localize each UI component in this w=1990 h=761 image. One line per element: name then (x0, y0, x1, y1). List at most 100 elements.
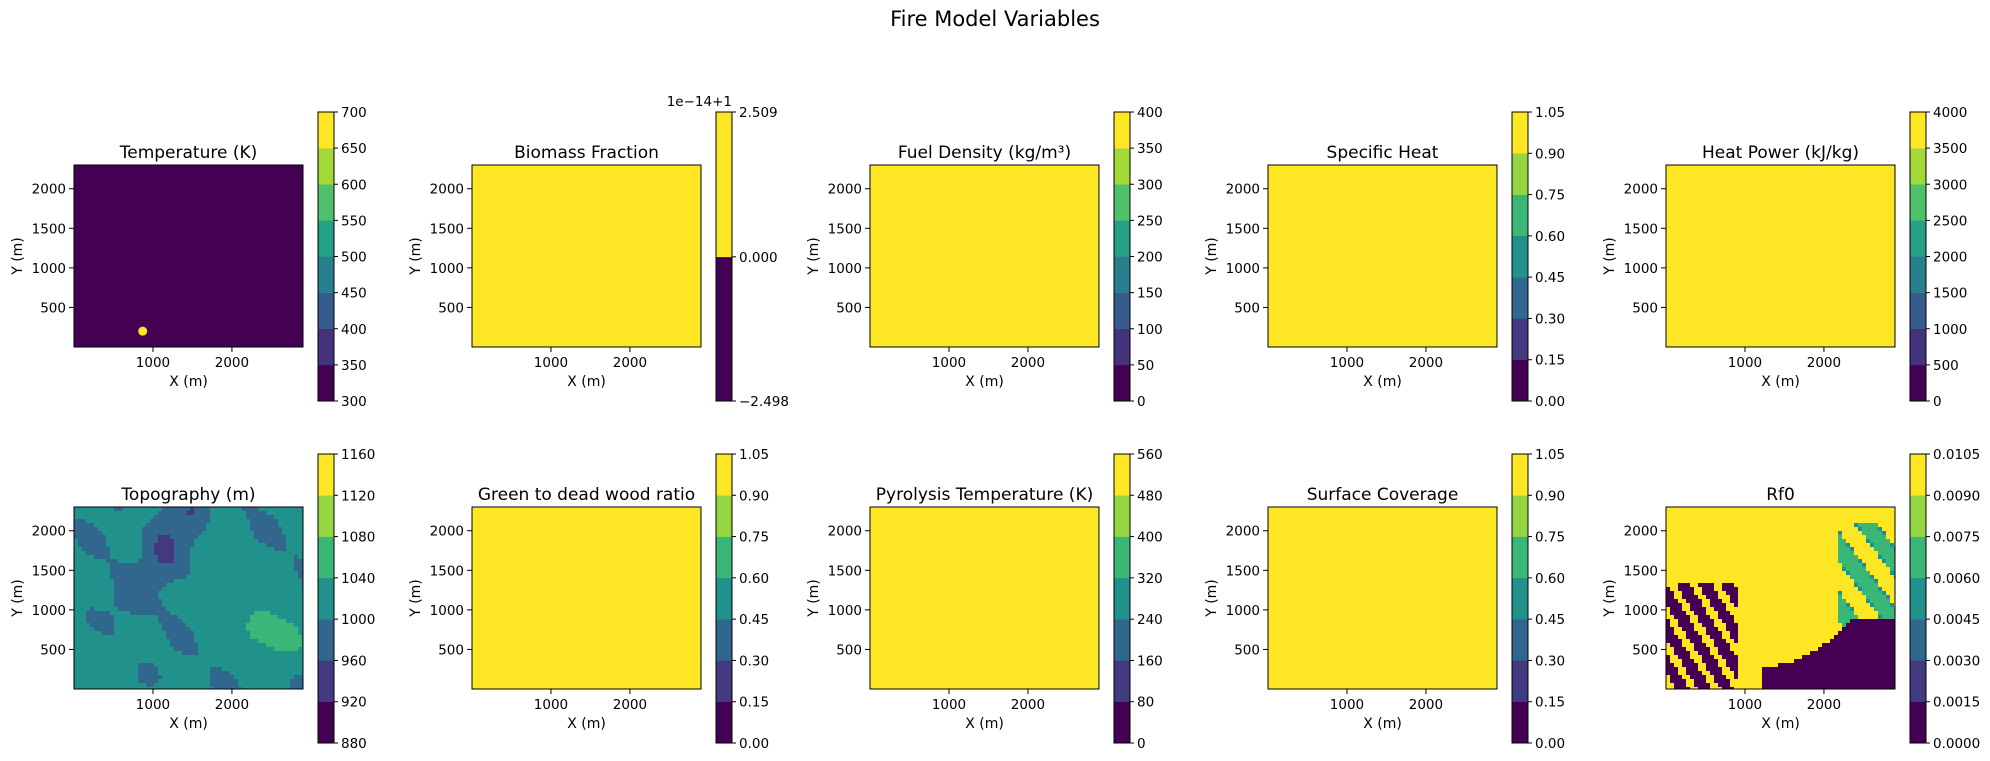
colorbar-tick-label: 880 (341, 736, 367, 752)
colorbar-band (318, 454, 334, 496)
field-fill (870, 165, 1099, 347)
colorbar-tick-label: 1160 (341, 447, 375, 463)
x-tick-label: 2000 (1409, 697, 1443, 713)
y-tick-label: 500 (1234, 300, 1260, 316)
colorbar-band (1910, 536, 1926, 579)
field-fill (1268, 507, 1497, 689)
colorbar-band (318, 292, 334, 330)
subplot-title: Green to dead wood ratio (478, 485, 695, 505)
colorbar: 300 350 400 450 500 550 600 650 700 (317, 105, 367, 410)
colorbar: 0.00 0.15 0.30 0.45 0.60 0.75 0.90 1.05 (715, 447, 769, 752)
colorbar-band (1910, 619, 1926, 661)
colorbar-band (1910, 328, 1926, 366)
colorbar-band (1114, 364, 1130, 402)
colorbar-band (1512, 577, 1528, 620)
colorbar-band (318, 220, 334, 257)
colorbar-tick-label: 400 (341, 322, 367, 338)
colorbar-band (1910, 256, 1926, 293)
y-tick-label: 1000 (1226, 261, 1260, 277)
y-tick-label: 500 (40, 300, 66, 316)
y-tick-label: 2000 (1624, 524, 1658, 540)
colorbar-tick-label: 0.0045 (1933, 612, 1980, 628)
colorbar-tick-label: 500 (341, 250, 367, 266)
field-fill (1268, 165, 1497, 347)
colorbar: 0 50 100 150 200 250 300 350 400 (1113, 105, 1163, 410)
colorbar-tick-label: 300 (1137, 177, 1163, 193)
colorbar-tick-label: 1000 (341, 612, 375, 628)
colorbar-band (716, 495, 732, 537)
y-tick-label: 1000 (32, 603, 66, 619)
colorbar-band (1114, 292, 1130, 330)
colorbar-tick-label: 0.45 (1535, 270, 1565, 286)
colorbar-tick-label: 0.30 (739, 653, 769, 669)
colorbar-tick-label: 3500 (1933, 141, 1967, 157)
colorbar-tick-label: 0 (1137, 394, 1146, 410)
colorbar-band (1114, 701, 1130, 744)
subplot-title: Heat Power (kJ/kg) (1702, 143, 1859, 163)
colorbar-band (1512, 495, 1528, 537)
colorbar-tick-label: 700 (341, 105, 367, 121)
x-axis-label: X (m) (169, 716, 208, 732)
colorbar: 0 80 160 240 320 400 480 560 (1113, 447, 1163, 752)
y-tick-label: 500 (1234, 642, 1260, 658)
y-tick-label: 1000 (828, 261, 862, 277)
colorbar-tick-label: 0.15 (739, 695, 769, 711)
colorbar-band (1910, 454, 1926, 496)
y-tick-label: 1500 (32, 563, 66, 579)
x-tick-label: 2000 (1807, 355, 1841, 371)
colorbar-tick-label: 2000 (1933, 250, 1967, 266)
field-contours (1666, 507, 1896, 690)
y-tick-label: 1500 (430, 563, 464, 579)
y-tick-label: 2000 (828, 524, 862, 540)
y-tick-label: 1000 (828, 603, 862, 619)
colorbar-band (318, 256, 334, 293)
x-axis-label: X (m) (567, 374, 606, 390)
plot-frame (471, 506, 702, 690)
y-axis-label: Y (m) (408, 579, 424, 618)
y-tick-label: 2000 (32, 524, 66, 540)
colorbar-tick-label: 0.75 (1535, 530, 1565, 546)
colorbar-offset-label: 1e−14+1 (667, 94, 732, 110)
x-tick-label: 1000 (1330, 355, 1364, 371)
colorbar-tick-label: 1000 (1933, 322, 1967, 338)
field-contours (74, 507, 304, 690)
y-tick-label: 500 (1632, 300, 1658, 316)
y-tick-label: 500 (438, 300, 464, 316)
y-tick-label: 1500 (1624, 221, 1658, 237)
y-tick-label: 1500 (1624, 563, 1658, 579)
colorbar-band (1910, 112, 1926, 149)
colorbar-band (1910, 701, 1926, 744)
colorbar-tick-label: 960 (341, 653, 367, 669)
subplot-5: 1000 2000 500 1000 1500 2000 Heat Power (kJ/kg… (1602, 105, 1967, 410)
colorbar-band (318, 619, 334, 661)
y-tick-label: 500 (1632, 642, 1658, 658)
y-tick-label: 1500 (828, 221, 862, 237)
field-fill (472, 507, 701, 689)
x-tick-label: 2000 (215, 355, 249, 371)
subplot-4: 1000 2000 500 1000 1500 2000 Specific Heat X (m… (1204, 105, 1565, 410)
colorbar-band (716, 536, 732, 579)
plot-frame (1267, 506, 1498, 690)
field-fill (870, 507, 1099, 689)
subplot-10: 1000 2000 500 1000 1500 2000 Rf0 X (m) Y (m) 0.00… (1602, 447, 1980, 752)
hotspot-marker (138, 326, 148, 336)
colorbar-tick-label: 1040 (341, 571, 375, 587)
subplot-title: Rf0 (1766, 485, 1795, 505)
colorbar-band (716, 619, 732, 661)
x-axis-label: X (m) (169, 374, 208, 390)
colorbar-band (1910, 292, 1926, 330)
colorbar-tick-label: 0.90 (1535, 488, 1565, 504)
colorbar-band (1114, 328, 1130, 366)
colorbar-band (1114, 256, 1130, 293)
colorbar-tick-label: −2.498 (739, 394, 789, 410)
y-tick-label: 1500 (32, 221, 66, 237)
x-tick-label: 1000 (1330, 697, 1364, 713)
colorbar-tick-label: 0.30 (1535, 653, 1565, 669)
colorbar-tick-label: 0.0000 (1933, 736, 1980, 752)
plot-frame (471, 164, 702, 348)
subplot-title: Topography (m) (120, 485, 255, 505)
colorbar-tick-label: 0.0030 (1933, 653, 1980, 669)
colorbar-tick-label: 0 (1137, 736, 1146, 752)
